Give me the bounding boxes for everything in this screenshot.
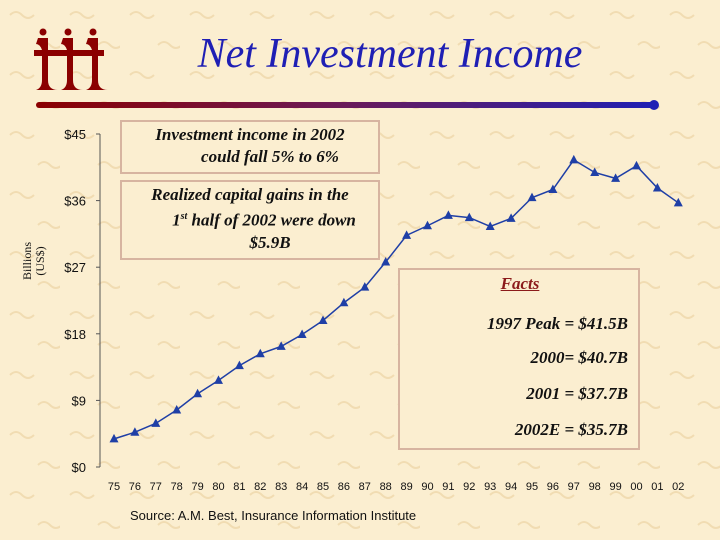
y-tick-label: $18: [64, 327, 86, 342]
data-point-marker: [109, 433, 119, 443]
x-tick-label: 95: [526, 481, 538, 493]
fact-item: 2000= $40.7B: [530, 348, 628, 367]
x-tick-label: 91: [442, 481, 454, 493]
data-point-marker: [632, 160, 641, 170]
data-point-marker: [318, 315, 328, 324]
page-title: Net Investment Income: [197, 31, 583, 77]
x-tick-label: 92: [463, 481, 475, 493]
x-tick-label: 82: [254, 481, 266, 493]
x-tick-label: 89: [400, 481, 412, 493]
data-point-marker: [193, 388, 203, 398]
fact-item: 2002E = $35.7B: [514, 420, 628, 439]
x-tick-label: 97: [568, 481, 580, 493]
callout-line: Investment income in 2002: [155, 125, 345, 144]
data-point-marker: [339, 297, 349, 307]
x-tick-label: 85: [317, 481, 329, 493]
x-tick-label: 02: [672, 481, 684, 493]
data-point-marker: [485, 221, 495, 230]
y-tick-label: $36: [64, 194, 86, 209]
data-point-marker: [506, 213, 516, 222]
x-tick-label: 80: [212, 481, 224, 493]
x-tick-label: 01: [651, 481, 663, 493]
data-point-marker: [276, 341, 286, 350]
x-tick-label: 93: [484, 481, 496, 493]
data-point-marker: [464, 212, 474, 222]
investment-income-callout: Investment income in 2002 could fall 5% …: [122, 124, 378, 168]
x-tick-label: 98: [589, 481, 601, 493]
data-point-marker: [255, 348, 265, 358]
x-tick-label: 88: [380, 481, 392, 493]
data-point-marker: [443, 210, 453, 219]
x-tick-label: 75: [108, 481, 120, 493]
x-tick-label: 94: [505, 481, 517, 493]
callout-line: $5.9B: [249, 232, 291, 252]
x-tick-label: 84: [296, 481, 308, 493]
data-point-marker: [172, 405, 182, 414]
data-point-marker: [673, 197, 683, 207]
facts-box: [398, 268, 640, 450]
data-point-marker: [611, 173, 621, 182]
data-point-marker: [381, 257, 391, 266]
y-axis-label: Billions (US$): [20, 241, 47, 281]
x-tick-label: 76: [129, 481, 141, 493]
y-tick-label: $9: [72, 393, 86, 408]
capital-gains-callout-box: [120, 180, 380, 260]
x-tick-label: 87: [359, 481, 371, 493]
x-tick-label: 90: [421, 481, 433, 493]
data-point-marker: [527, 192, 537, 202]
data-point-marker: [214, 375, 223, 384]
data-point-marker: [297, 329, 307, 339]
data-point-marker: [548, 184, 558, 193]
x-tick-label: 83: [275, 481, 287, 493]
x-tick-label: 78: [171, 481, 183, 493]
facts-title: Facts: [500, 274, 540, 293]
capital-gains-callout: Realized capital gains in the 1st half o…: [122, 184, 378, 254]
data-point-marker: [590, 167, 600, 176]
x-tick-label: 77: [150, 481, 162, 493]
x-tick-label: 79: [191, 481, 203, 493]
data-point-marker: [360, 282, 370, 291]
fact-item: 1997 Peak = $41.5B: [487, 314, 628, 333]
callout-line: could fall 5% to 6%: [201, 147, 339, 166]
data-point-marker: [569, 154, 579, 164]
x-tick-label: 99: [609, 481, 621, 493]
series-line: [113, 158, 679, 440]
x-tick-label: 86: [338, 481, 350, 493]
fact-item: 2001 = $37.7B: [526, 384, 628, 403]
investment-income-callout-box: [120, 120, 380, 174]
callout-line: 1st half of 2002 were down: [172, 210, 356, 230]
data-point-marker: [130, 427, 140, 436]
data-point-marker: [234, 360, 244, 370]
y-tick-label: $0: [72, 460, 86, 475]
title-underline: [36, 100, 659, 110]
source-note: Source: A.M. Best, Insurance Information…: [130, 508, 417, 523]
data-point-marker: [402, 230, 412, 239]
y-tick-label: $45: [64, 127, 86, 142]
iii-logo: [34, 28, 108, 90]
x-tick-label: 81: [233, 481, 245, 493]
x-tick-label: 96: [547, 481, 559, 493]
data-point-marker: [423, 220, 432, 230]
x-tick-label: 00: [630, 481, 642, 493]
data-point-marker: [652, 183, 662, 192]
data-point-marker: [151, 418, 161, 427]
callout-line: Realized capital gains in the: [151, 185, 349, 204]
y-axis-label-line2: (US$): [33, 246, 47, 276]
y-tick-label: $27: [64, 260, 86, 275]
